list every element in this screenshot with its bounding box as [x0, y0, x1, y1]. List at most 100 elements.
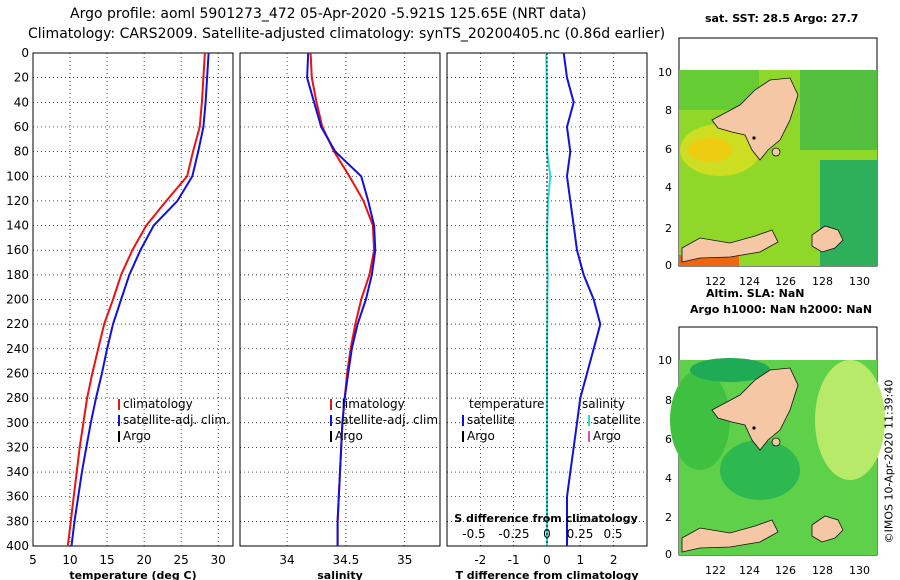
- legend-swatch: [118, 431, 120, 442]
- legend-swatch: [330, 399, 332, 410]
- y-tick-label: 0: [21, 46, 29, 60]
- sst-xtick: 126: [775, 275, 796, 288]
- x-tick-label: 10: [62, 553, 77, 567]
- series-line-satellite-adj-clim-: [70, 52, 210, 547]
- y-tick-label: 120: [6, 194, 29, 208]
- x-tick-label: 15: [99, 553, 114, 567]
- x-tick-label: 20: [136, 553, 151, 567]
- sla-xtick: 128: [812, 564, 833, 577]
- legend-swatch: [330, 415, 332, 426]
- sla-ytick: 10: [658, 354, 672, 367]
- sst-xtick: 122: [705, 275, 726, 288]
- sla-map-title-2: Argo h1000: NaN h2000: NaN: [690, 303, 873, 316]
- y-tick-label: 320: [6, 440, 29, 454]
- legend-label: Argo: [467, 429, 495, 443]
- y-tick-label: 240: [6, 342, 29, 356]
- sst-xtick: 128: [812, 275, 833, 288]
- sla-map: [670, 326, 885, 556]
- legend-label: satellite-adj. clim.: [335, 413, 442, 427]
- legend-label: satellite-adj. clim.: [123, 413, 230, 427]
- x-tick-label: 25: [174, 553, 189, 567]
- sst-xtick: 124: [739, 275, 760, 288]
- y-tick-label: 220: [6, 317, 29, 331]
- x-tick-label: 2: [610, 553, 618, 567]
- legend-label: climatology: [123, 397, 193, 411]
- salinity-plot: 34 34.5 35 salinity climatology satellite-adj…: [239, 52, 442, 580]
- series-line-temperature-satellite: [562, 52, 602, 546]
- x-tick-label: 5: [29, 553, 37, 567]
- sla-map-title-1: Altim. SLA: NaN: [706, 287, 805, 300]
- y-tick-label: 200: [6, 293, 29, 307]
- series-line-climatology: [66, 52, 206, 547]
- series-line-salinity-satellite: [545, 52, 552, 546]
- sst-map: [678, 37, 878, 267]
- sst-ytick: 0: [665, 259, 672, 272]
- legend-title-salinity: salinity: [582, 397, 625, 411]
- sla-xtick: 126: [775, 564, 796, 577]
- legend-swatch: [462, 431, 464, 442]
- x-tick-label: 1: [577, 553, 585, 567]
- sla-ytick: 2: [665, 511, 672, 524]
- salinity-tick-label: -0.5: [462, 527, 485, 541]
- y-tick-label: 40: [14, 95, 29, 109]
- salinity-tick-label: 0: [543, 527, 551, 541]
- sst-xtick: 130: [849, 275, 870, 288]
- series-line-satellite-adj-clim-: [306, 52, 377, 546]
- sla-ytick: 4: [665, 472, 672, 485]
- x-tick-label: -2: [474, 553, 486, 567]
- title-line-2: Climatology: CARS2009. Satellite-adjuste…: [28, 26, 666, 42]
- sst-ytick: 6: [665, 143, 672, 156]
- salinity-axis-label: S difference from climatology: [454, 512, 638, 525]
- y-tick-label: 140: [6, 219, 29, 233]
- sla-xtick: 124: [739, 564, 760, 577]
- x-tick-label: 35: [397, 553, 412, 567]
- argo-position-marker-sst: [752, 136, 756, 140]
- salinity-tick-label: 0.5: [603, 527, 622, 541]
- y-tick-label: 300: [6, 416, 29, 430]
- sst-ytick: 8: [665, 104, 672, 117]
- y-tick-label: 340: [6, 465, 29, 479]
- legend-label: Argo: [593, 429, 621, 443]
- legend-label: climatology: [335, 397, 405, 411]
- sst-ytick: 4: [665, 181, 672, 194]
- x-tick-label: -1: [508, 553, 520, 567]
- temperature-plot: 5 10 15 20 25 30 temperature (deg C) 0 20 40 60 80 1…: [6, 46, 234, 580]
- legend-swatch: [588, 415, 590, 426]
- y-tick-label: 100: [6, 169, 29, 183]
- legend-swatch: [118, 415, 120, 426]
- x-axis-label: T difference from climatology: [455, 569, 638, 580]
- x-tick-label: 0: [543, 553, 551, 567]
- sla-xtick: 130: [849, 564, 870, 577]
- title-line-1: Argo profile: aoml 5901273_472 05-Apr-20…: [70, 6, 587, 22]
- x-tick-label: 34: [279, 553, 294, 567]
- legend-swatch: [330, 431, 332, 442]
- legend-title-temperature: temperature: [469, 397, 544, 411]
- sla-xtick: 122: [705, 564, 726, 577]
- difference-plot: -2 -1 0 1 2 T difference from climatology S di…: [446, 52, 648, 580]
- legend-label: Argo: [123, 429, 151, 443]
- x-tick-label: 34.5: [333, 553, 360, 567]
- sst-ytick: 2: [665, 222, 672, 235]
- argo-position-marker-sla: [752, 426, 756, 430]
- y-tick-label: 80: [14, 145, 29, 159]
- legend-swatch: [118, 399, 120, 410]
- y-tick-label: 20: [14, 71, 29, 85]
- y-tick-label: 280: [6, 391, 29, 405]
- legend-label: satellite: [593, 413, 641, 427]
- y-tick-label: 360: [6, 490, 29, 504]
- imos-timestamp: ©IMOS 10-Apr-2020 11:39:40: [882, 379, 896, 544]
- y-tick-label: 400: [6, 539, 29, 553]
- x-axis-label: temperature (deg C): [69, 569, 196, 580]
- legend-label: Argo: [335, 429, 363, 443]
- y-tick-label: 180: [6, 268, 29, 282]
- y-tick-label: 160: [6, 243, 29, 257]
- sla-ytick: 6: [665, 433, 672, 446]
- x-tick-label: 30: [211, 553, 226, 567]
- sla-ytick: 8: [665, 394, 672, 407]
- y-tick-label: 260: [6, 366, 29, 380]
- salinity-tick-label: -0.25: [498, 527, 529, 541]
- sst-map-title: sat. SST: 28.5 Argo: 27.7: [705, 12, 859, 25]
- salinity-tick-label: 0.25: [567, 527, 594, 541]
- legend-swatch: [588, 431, 590, 442]
